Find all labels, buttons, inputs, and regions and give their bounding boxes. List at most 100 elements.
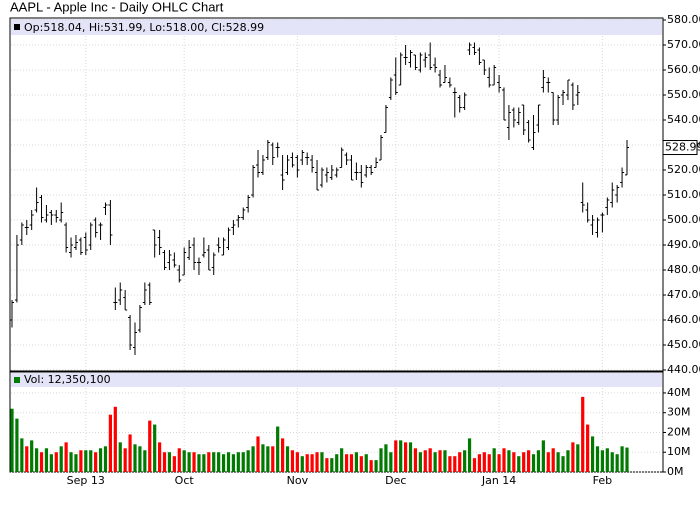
y-tick-label: 580.00 <box>667 13 700 26</box>
volume-bar <box>448 456 452 472</box>
volume-bar <box>84 450 88 472</box>
x-tick-label: Nov <box>287 474 309 487</box>
volume-bar <box>118 442 122 472</box>
volume-bar <box>98 448 103 472</box>
y-tick-label: 470.00 <box>667 288 700 301</box>
volume-bar <box>74 454 78 472</box>
volume-bar <box>35 448 39 472</box>
volume-bar <box>79 450 83 472</box>
volume-bar <box>600 450 604 472</box>
volume-bar <box>182 450 186 472</box>
volume-bar <box>113 406 117 472</box>
volume-bar <box>335 454 339 472</box>
volume-bar <box>423 450 427 472</box>
volume-bar <box>369 460 373 472</box>
volume-bar <box>374 460 378 472</box>
volume-bar <box>261 444 265 472</box>
volume-bar <box>69 452 73 472</box>
volume-bar <box>123 448 127 472</box>
volume-icon <box>14 377 20 383</box>
volume-bar <box>30 440 34 472</box>
volume-bar <box>20 438 24 472</box>
volume-bar <box>162 452 167 472</box>
y-tick-label: 570.00 <box>667 38 700 51</box>
volume-bar <box>221 454 226 472</box>
volume-bar <box>536 450 541 472</box>
last-price-box <box>662 140 698 156</box>
volume-bar <box>463 450 467 472</box>
volume-bar <box>531 454 536 472</box>
volume-bar <box>605 448 609 472</box>
y-tick-label: 520.00 <box>667 163 700 176</box>
volume-bar <box>551 448 555 472</box>
volume-bar <box>413 448 418 472</box>
y-tick-label: 0M <box>667 465 684 478</box>
volume-bar <box>231 454 235 472</box>
x-tick-label: Jan 14 <box>481 474 516 487</box>
volume-bar <box>310 454 314 472</box>
volume-bar <box>281 438 285 472</box>
volume-bar <box>581 396 585 472</box>
volume-bar <box>458 452 462 472</box>
volume-bar <box>354 452 358 472</box>
volume-bar <box>305 454 309 472</box>
volume-bar <box>399 440 403 472</box>
volume-bar <box>340 448 344 472</box>
volume-bar <box>133 444 137 472</box>
volume-bar <box>349 454 354 472</box>
volume-bar <box>236 452 240 472</box>
price-header <box>11 19 662 35</box>
y-tick-label: 490.00 <box>667 238 700 251</box>
volume-bar <box>108 414 112 472</box>
volume-bar <box>251 446 255 472</box>
y-tick-label: 510.00 <box>667 188 700 201</box>
volume-bar <box>153 424 157 472</box>
volume-bar <box>492 448 496 472</box>
volume-bar <box>590 436 595 472</box>
volume-bar <box>527 450 531 472</box>
volume-bar <box>290 450 295 472</box>
volume-bar <box>359 456 363 472</box>
volume-bar <box>428 448 432 472</box>
volume-bar <box>143 450 147 472</box>
volume-bar <box>576 444 580 472</box>
y-tick-label: 450.00 <box>667 338 700 351</box>
volume-bar <box>138 446 142 472</box>
volume-bar <box>418 452 422 472</box>
y-tick-label: 440.00 <box>667 363 700 376</box>
volume-bar <box>344 454 349 472</box>
ohlc-info: Op:518.04, Hi:531.99, Lo:518.00, Cl:528.… <box>24 21 264 34</box>
volume-bar <box>477 454 481 472</box>
volume-bar <box>197 454 201 472</box>
y-tick-label: 460.00 <box>667 313 700 326</box>
volume-bar <box>571 442 575 472</box>
price-icon <box>14 24 20 30</box>
y-tick-label: 10M <box>667 445 691 458</box>
volume-bar <box>364 454 368 472</box>
volume-bar <box>300 456 304 472</box>
volume-bar <box>246 450 250 472</box>
volume-bar <box>472 458 477 472</box>
volume-bar <box>271 446 275 472</box>
volume-bar <box>207 452 211 472</box>
y-tick-label: 550.00 <box>667 88 700 101</box>
volume-bar <box>325 458 329 472</box>
volume-bar <box>384 444 388 472</box>
volume-bar <box>202 454 206 472</box>
volume-bar <box>44 448 49 472</box>
chart-title: AAPL - Apple Inc - Daily OHLC Chart <box>10 0 224 14</box>
volume-bar <box>49 454 53 472</box>
y-tick-label: 20M <box>667 425 691 438</box>
volume-bar <box>192 452 196 472</box>
volume-bar <box>10 408 14 472</box>
volume-bar <box>404 442 408 472</box>
x-tick-label: Oct <box>175 474 195 487</box>
volume-bar <box>556 452 560 472</box>
volume-header <box>11 373 662 387</box>
volume-bar <box>610 452 614 472</box>
volume-bar <box>522 452 526 472</box>
volume-bar <box>566 450 570 472</box>
volume-bar <box>94 452 98 472</box>
volume-bar <box>172 456 176 472</box>
